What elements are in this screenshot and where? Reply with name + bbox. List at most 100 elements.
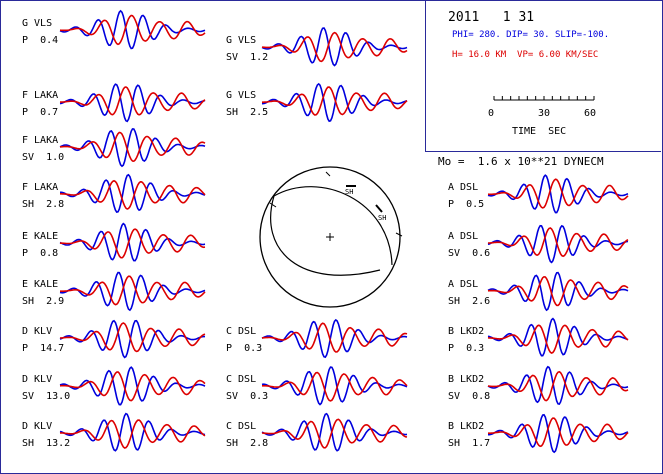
waveform-pair	[488, 413, 629, 454]
phase-amplitude: SH 2.8	[22, 199, 64, 210]
phase-amplitude: P 0.7	[22, 107, 58, 118]
waveform-pair	[261, 412, 408, 452]
observed-waveform	[60, 173, 206, 214]
waveform-pair	[261, 82, 408, 123]
observed-waveform	[59, 271, 206, 312]
amplitude-value: 0.8	[40, 248, 59, 259]
synthetic-waveform	[59, 131, 206, 163]
phase: P	[226, 343, 233, 354]
seismic-moment: Mo = 1.6 x 10**21 DYNECM	[438, 155, 604, 168]
waveform-pair	[59, 319, 206, 359]
amplitude-value: 13.2	[46, 438, 71, 449]
depth-velocity: H= 16.0 KM VP= 6.00 KM/SEC	[452, 50, 599, 60]
waveform-pair	[261, 318, 408, 359]
station-name: F LAKA	[22, 135, 59, 146]
observed-waveform	[487, 174, 629, 214]
phase-amplitude: SH 2.5	[226, 107, 268, 118]
synthetic-waveform	[59, 322, 206, 353]
synthetic-waveform	[262, 86, 408, 116]
station-name: D KLV	[22, 421, 53, 432]
phase-amplitude: P 0.3	[226, 343, 262, 354]
phase-amplitude: SV 0.6	[448, 248, 490, 259]
amplitude-value: 2.8	[250, 438, 269, 449]
amplitude-value: 2.6	[472, 296, 491, 307]
phase-amplitude: P 0.8	[22, 248, 58, 259]
synthetic-waveform	[487, 370, 629, 402]
synthetic-waveform	[59, 14, 206, 46]
amplitude-value: 1.7	[472, 438, 491, 449]
phase: P	[22, 343, 29, 354]
observed-waveform	[487, 317, 629, 357]
mechanism-parameters: PHI= 280. DIP= 30. SLIP=-100.	[452, 30, 610, 40]
synthetic-waveform	[59, 228, 206, 259]
station-name: B LKD2	[448, 421, 485, 432]
observed-waveform	[261, 366, 408, 406]
station-name: E KALE	[22, 231, 59, 242]
phase: SH	[22, 199, 35, 210]
beachball-label-2: SH	[378, 214, 386, 222]
amplitude-value: 0.3	[244, 343, 263, 354]
station-name: G VLS	[226, 90, 257, 101]
phase: SV	[22, 152, 35, 163]
amplitude-value: 2.9	[46, 296, 65, 307]
station-name: F LAKA	[22, 182, 59, 193]
synthetic-waveform	[487, 178, 629, 209]
phase: P	[22, 107, 29, 118]
waveform-pair	[487, 271, 629, 312]
observed-waveform	[261, 82, 408, 123]
amplitude-value: 0.6	[472, 248, 491, 259]
waveform-pair	[487, 224, 629, 264]
waveform-pair	[261, 27, 408, 67]
waveform-pair	[487, 174, 629, 214]
phase-amplitude: SH 2.6	[448, 296, 490, 307]
synthetic-waveform	[262, 31, 408, 63]
phase: P	[448, 199, 455, 210]
time-scale-bar	[493, 96, 595, 101]
nodal-plane-1	[270, 195, 381, 276]
amplitude-value: 1.2	[250, 52, 269, 63]
phase: SH	[448, 438, 461, 449]
synthetic-waveform	[60, 86, 206, 116]
waveform-pair	[59, 222, 206, 262]
waveform-pair	[487, 317, 629, 357]
station-name: A DSL	[448, 231, 479, 242]
phase: SV	[226, 52, 239, 63]
phase: SH	[226, 107, 239, 118]
synthetic-waveform	[487, 275, 629, 307]
scale-tick-60: 60	[584, 108, 597, 119]
phase: SH	[22, 296, 35, 307]
amplitude-value: 0.7	[40, 107, 59, 118]
beachball-label-1: SH	[345, 188, 353, 196]
observed-waveform	[261, 27, 408, 67]
phase-amplitude: SV 1.0	[22, 152, 64, 163]
synthetic-waveform	[487, 324, 629, 355]
phase: SV	[226, 391, 239, 402]
station-name: E KALE	[22, 279, 59, 290]
phase-amplitude: SV 1.2	[226, 52, 268, 63]
station-name: G VLS	[226, 35, 257, 46]
amplitude-value: 0.3	[250, 391, 269, 402]
waveform-pair	[59, 412, 206, 452]
phase: SV	[448, 391, 461, 402]
phase-amplitude: P 0.5	[448, 199, 484, 210]
observed-waveform	[59, 366, 206, 406]
station-name: B LKD2	[448, 326, 485, 337]
station-name: C DSL	[226, 326, 257, 337]
observed-waveform	[59, 222, 206, 262]
phase: SV	[22, 391, 35, 402]
observed-waveform	[487, 224, 629, 264]
amplitude-value: 1.0	[46, 152, 65, 163]
phase: P	[448, 343, 455, 354]
phase-amplitude: SH 2.8	[226, 438, 268, 449]
phase-amplitude: SH 13.2	[22, 438, 70, 449]
phase: SV	[448, 248, 461, 259]
waveform-pair	[59, 9, 206, 50]
amplitude-value: 2.5	[250, 107, 269, 118]
synthetic-waveform	[488, 417, 629, 448]
focal-mechanism-beachball: SH SH	[259, 166, 403, 308]
phase-amplitude: SH 1.7	[448, 438, 490, 449]
waveform-pair	[487, 365, 629, 406]
phase-amplitude: P 14.7	[22, 343, 64, 354]
synthetic-waveform	[60, 419, 206, 449]
amplitude-value: 2.8	[46, 199, 65, 210]
